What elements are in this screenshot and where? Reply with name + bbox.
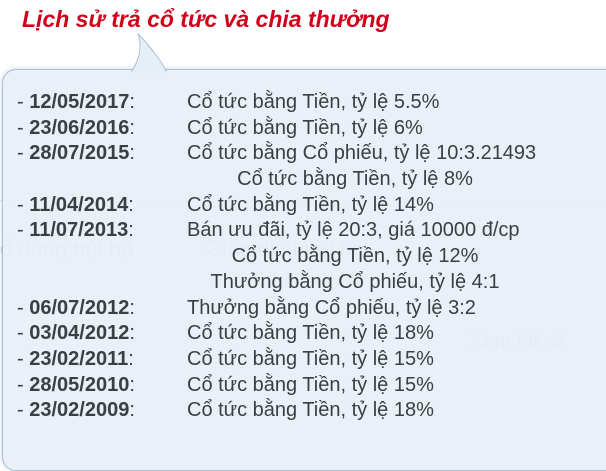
entry-date: - 11/04/2014: <box>17 193 134 216</box>
entry-date: - 23/02/2011: <box>17 347 134 370</box>
entry-date-value: 11/04/2014 <box>29 193 129 216</box>
entry-date-value: 23/06/2016 <box>29 116 130 139</box>
entry-date-value: 12/05/2017 <box>29 91 130 113</box>
entry-detail: Cổ tức bằng Tiền, tỷ lệ 12% <box>231 245 479 268</box>
dividend-history-heading: Lịch sử trả cổ tức và chia thưởng <box>22 6 390 32</box>
entry-date-value: 06/07/2012 <box>29 296 130 319</box>
dividend-history-tooltip <box>2 69 606 471</box>
entry-date: - 28/07/2015: <box>17 142 135 165</box>
entry-date-value: 28/05/2010 <box>29 373 130 396</box>
entry-date: - 11/07/2013: <box>17 219 134 242</box>
entry-detail: Thưởng bằng Cổ phiếu, tỷ lệ 4:1 <box>210 270 500 293</box>
entry-detail: Cổ tức bằng Tiền, tỷ lệ 15% <box>187 347 434 370</box>
entry-date: - 23/02/2009: <box>17 399 135 422</box>
entry-detail: Thưởng bằng Cổ phiếu, tỷ lệ 3:2 <box>187 296 476 319</box>
entry-date-value: 11/07/2013 <box>29 219 129 242</box>
entry-detail: Cổ tức bằng Tiền, tỷ lệ 8% <box>237 168 473 191</box>
entry-detail: Cổ tức bằng Tiền, tỷ lệ 18% <box>187 399 434 422</box>
entry-date: - 12/05/2017: <box>17 91 135 113</box>
entry-detail: Cổ tức bằng Tiền, tỷ lệ 18% <box>187 322 434 345</box>
entry-detail: Cổ tức bằng Tiền, tỷ lệ 6% <box>187 116 423 139</box>
entry-detail: Cổ tức bằng Tiền, tỷ lệ 5.5% <box>187 91 440 113</box>
entry-date: - 03/04/2012: <box>17 322 135 345</box>
entry-date-value: 03/04/2012 <box>29 322 130 345</box>
entry-detail: Cổ tức bằng Tiền, tỷ lệ 15% <box>187 373 434 396</box>
entry-date: - 28/05/2010: <box>17 373 135 396</box>
entry-date: - 23/06/2016: <box>17 116 135 139</box>
entry-detail: Bán ưu đãi, tỷ lệ 20:3, giá 10000 đ/cp <box>187 219 520 242</box>
entry-date-value: 23/02/2011 <box>29 347 129 370</box>
entry-date: - 06/07/2012: <box>17 296 135 319</box>
entry-date-value: 28/07/2015 <box>29 142 130 165</box>
entry-detail: Cổ tức bằng Tiền, tỷ lệ 14% <box>187 193 434 216</box>
entry-detail: Cổ tức bằng Cổ phiếu, tỷ lệ 10:3.21493 <box>187 142 537 165</box>
entry-date-value: 23/02/2009 <box>29 399 130 422</box>
